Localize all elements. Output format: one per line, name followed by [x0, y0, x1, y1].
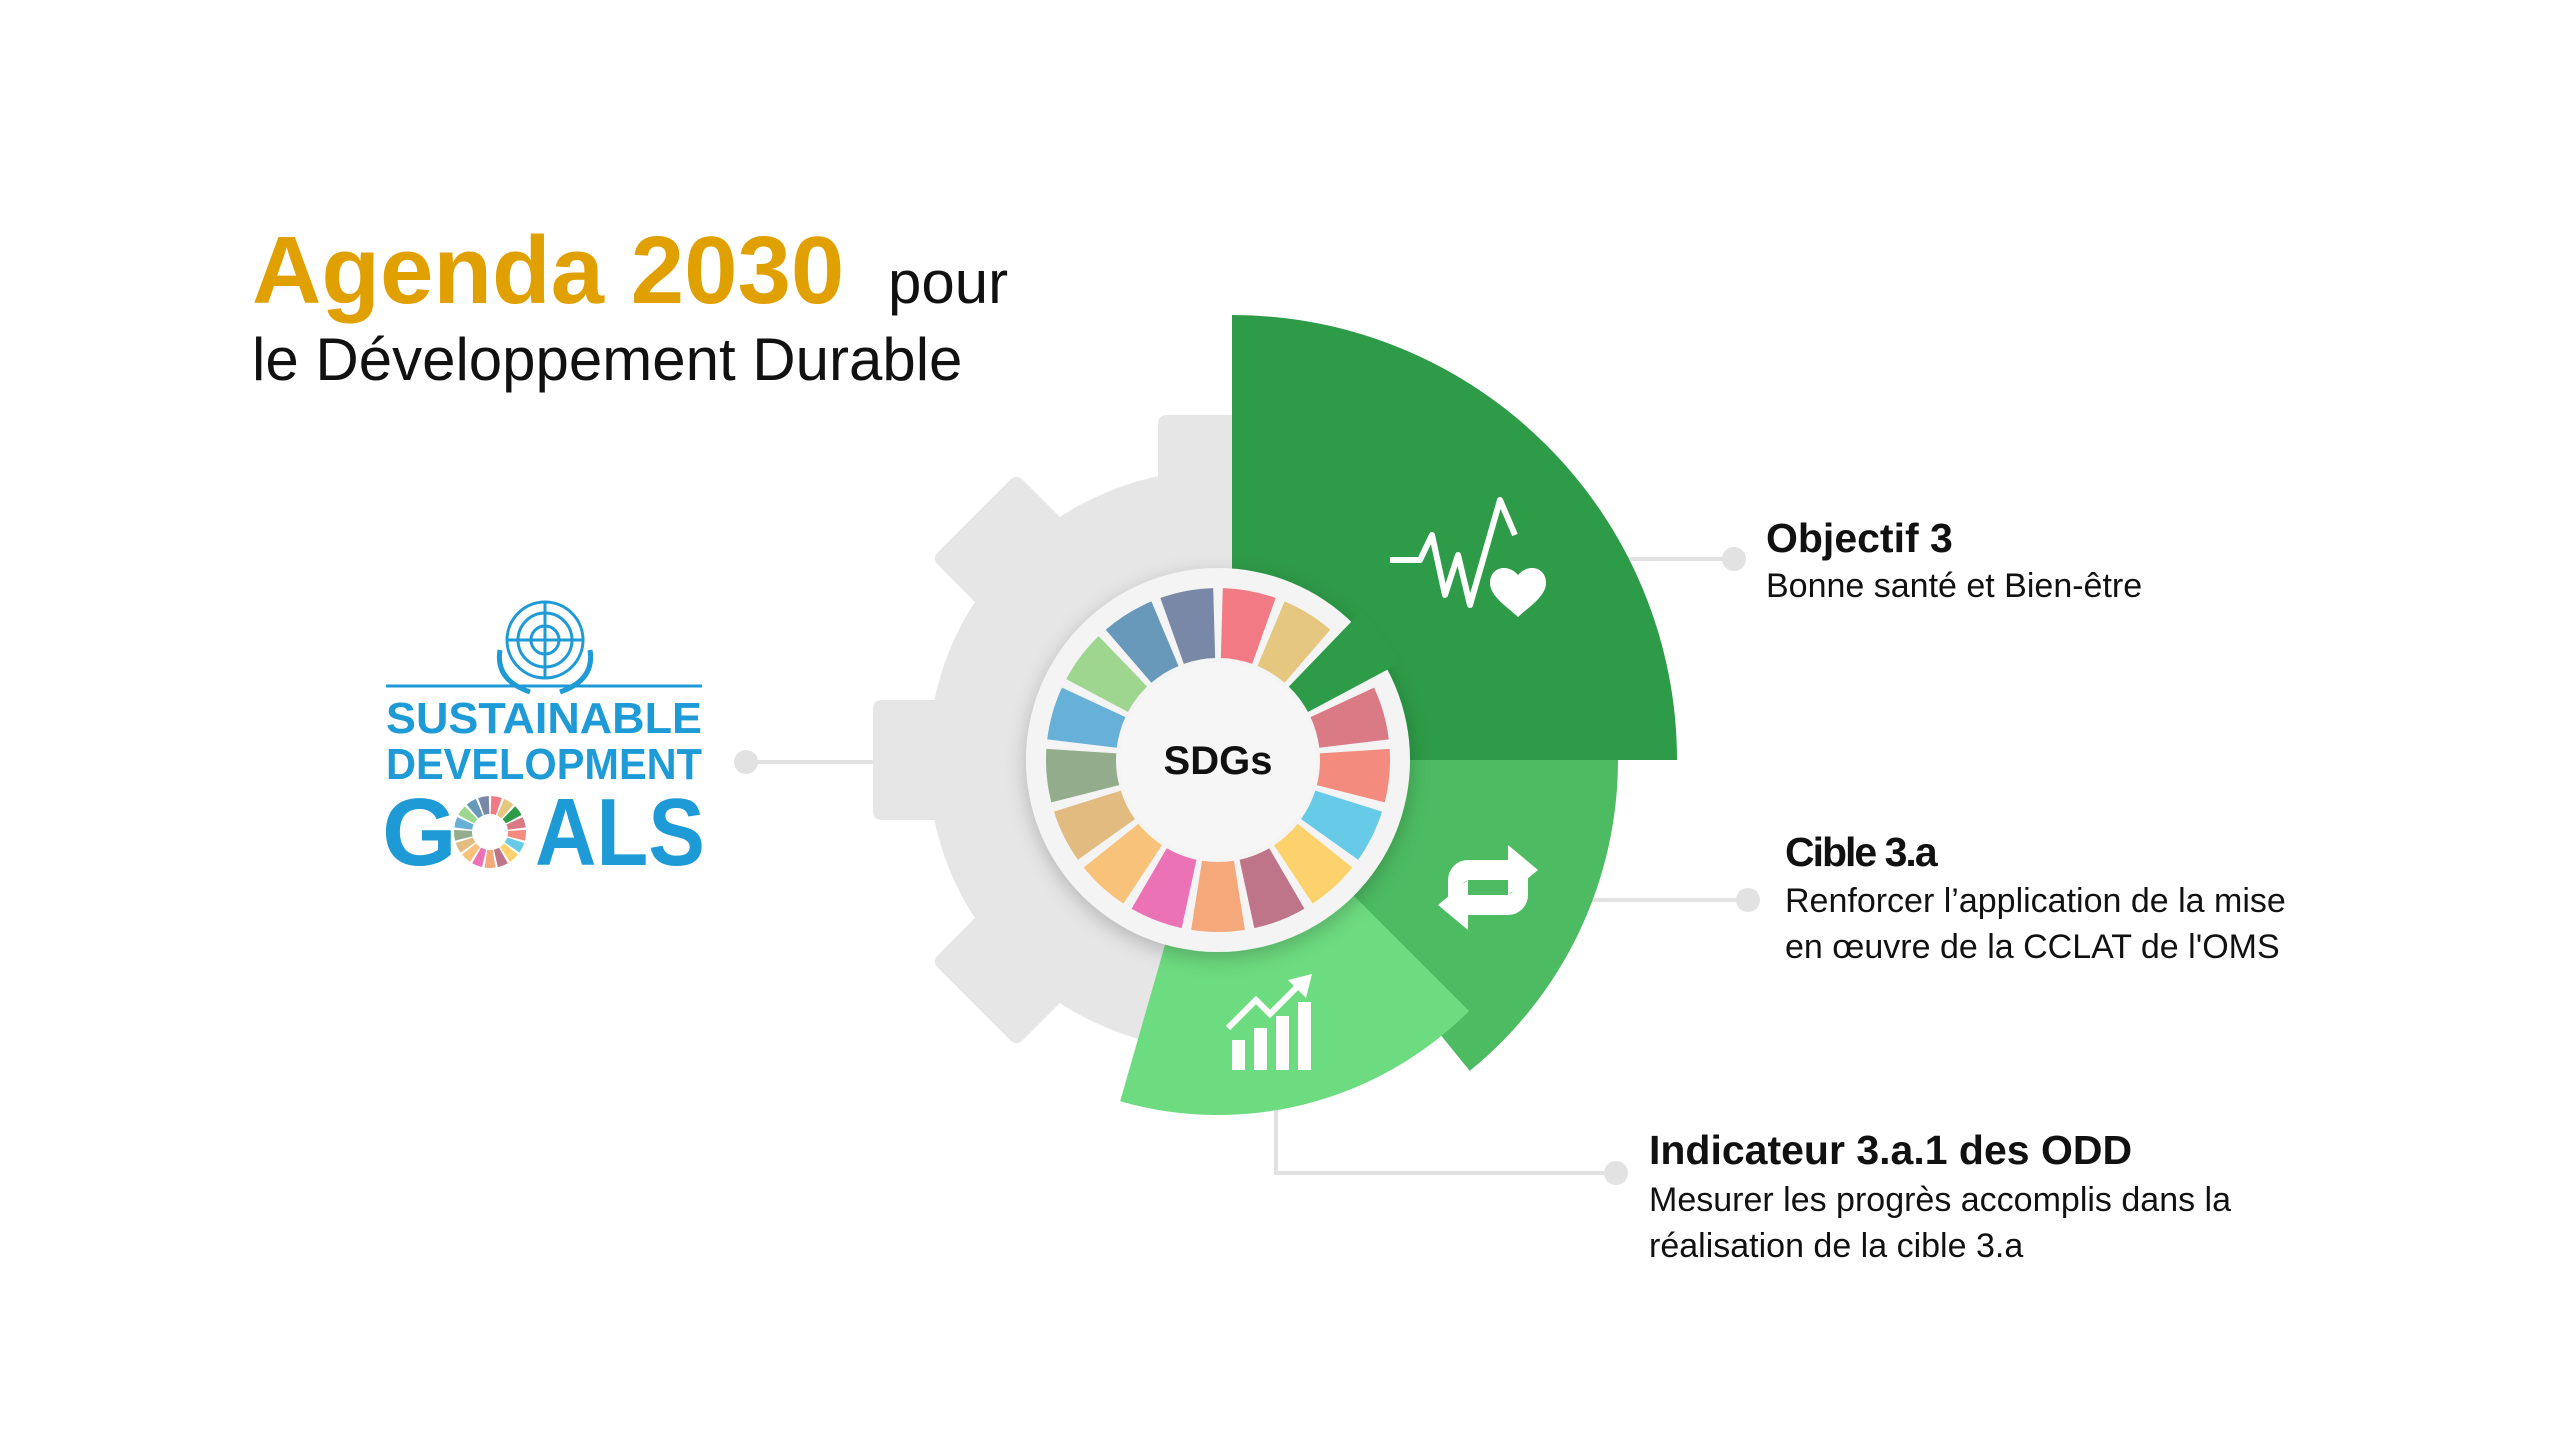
- item-line: Bonne santé et Bien-être: [1766, 567, 2142, 605]
- item-title: Indicateur 3.a.1 des ODD: [1649, 1127, 2132, 1173]
- item-line: Renforcer l’application de la mise: [1785, 882, 2286, 920]
- gear-tooth: [934, 897, 1081, 1044]
- title-rest: pour: [888, 249, 1008, 316]
- connector-dot: [1604, 1161, 1628, 1185]
- heartbeat-icon: [1390, 497, 1546, 617]
- title-line2: le Développement Durable: [252, 326, 962, 393]
- refresh-icon: [1438, 845, 1538, 930]
- logo-wheel-segment: [458, 806, 478, 824]
- logo-wheel-segment: [497, 798, 514, 819]
- item-line: Mesurer les progrès accomplis dans la: [1649, 1181, 2231, 1219]
- sdg-segment[interactable]: [1316, 748, 1390, 803]
- logo-wheel-segment: [472, 847, 487, 868]
- connector-indicator: [1274, 1100, 1616, 1175]
- sdg-segment[interactable]: [1053, 790, 1135, 860]
- logo-line1: SUSTAINABLE: [386, 694, 702, 743]
- sdg-logo: SUSTAINABLE DEVELOPMENT G ALS: [382, 600, 705, 886]
- item-indicator: Indicateur 3.a.1 des ODD Mesurer les pro…: [1649, 1127, 2231, 1265]
- wheel-center-label: SDGs: [1164, 739, 1273, 783]
- logo-wheel-segment: [466, 798, 483, 819]
- sdg-segment[interactable]: [1105, 601, 1179, 683]
- un-emblem-icon: [496, 600, 594, 695]
- logo-wheel-segment: [484, 849, 496, 868]
- logo-wheel-segment: [490, 796, 502, 815]
- sdg-segment[interactable]: [1066, 636, 1148, 713]
- logo-als: ALS: [535, 779, 705, 886]
- sdg-segment[interactable]: [1083, 823, 1162, 904]
- logo-wheel-segment: [478, 796, 490, 815]
- logo-line2: DEVELOPMENT: [386, 740, 702, 789]
- logo-g: G: [382, 779, 457, 886]
- sdg-segment[interactable]: [1046, 748, 1120, 803]
- wheel-center: [1120, 662, 1316, 858]
- item-line: en œuvre de la CCLAT de l'OMS: [1785, 928, 2280, 966]
- title-highlight: Agenda 2030: [252, 217, 844, 324]
- logo-wheel-segment: [454, 817, 474, 830]
- connector-dot: [1722, 547, 1746, 571]
- item-line: réalisation de la cible 3.a: [1649, 1227, 2023, 1265]
- growth-chart-icon: [1225, 974, 1312, 1070]
- logo-wheel-segment: [454, 829, 473, 841]
- connector-dot: [1736, 888, 1760, 912]
- item-objective: Objectif 3 Bonne santé et Bien-être: [1766, 515, 2142, 605]
- sdg-segment[interactable]: [1301, 790, 1383, 860]
- logo-wheel-segment: [493, 847, 508, 868]
- logo-wheel-segment: [502, 806, 522, 824]
- logo-wheel-segment: [500, 843, 518, 862]
- sdg-segment[interactable]: [1310, 687, 1389, 748]
- logo-wheel-icon: [454, 796, 526, 868]
- item-title: Cible 3.a: [1785, 829, 1939, 875]
- sdg-segment[interactable]: [1239, 848, 1305, 929]
- connector-dot: [734, 750, 758, 774]
- logo-wheel-segment: [506, 817, 526, 830]
- sdg-segment[interactable]: [1191, 860, 1245, 932]
- sdg-segment[interactable]: [1288, 612, 1399, 713]
- item-target: Cible 3.a Renforcer l’application de la …: [1785, 829, 2286, 966]
- item-title: Objectif 3: [1766, 515, 1953, 561]
- sdg-segment[interactable]: [1274, 823, 1353, 904]
- logo-wheel-segment: [455, 837, 476, 853]
- gear-tooth: [873, 700, 968, 820]
- sdg-segment[interactable]: [1160, 588, 1216, 664]
- logo-wheel-segment: [462, 843, 480, 862]
- gear-tooth: [934, 476, 1081, 623]
- sdg-segments: [1046, 588, 1399, 932]
- logo-wheel-segment: [504, 837, 525, 853]
- sdg-segment[interactable]: [1220, 588, 1276, 664]
- sdg-segment[interactable]: [1131, 848, 1197, 929]
- sdg-segment[interactable]: [1047, 687, 1126, 748]
- sdg-segment[interactable]: [1257, 601, 1331, 683]
- logo-wheel-segment: [507, 829, 526, 841]
